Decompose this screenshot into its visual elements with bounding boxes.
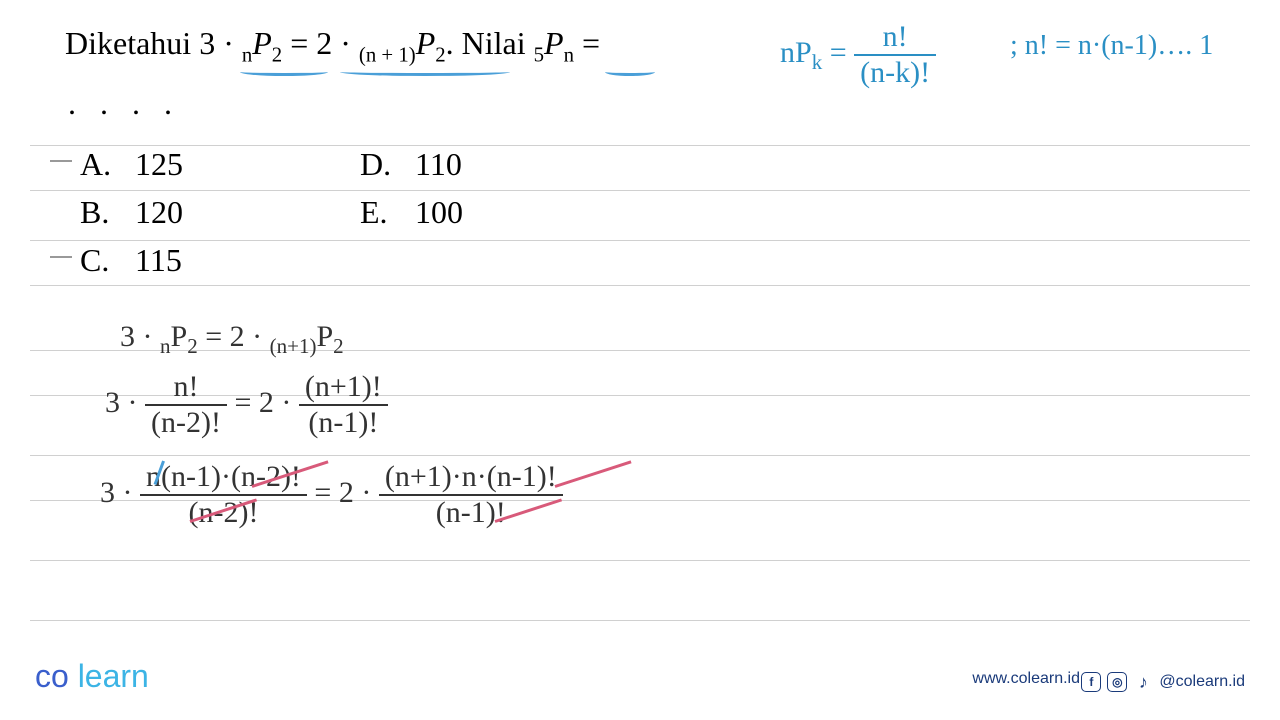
tiktok-icon: ♪ [1133,672,1153,692]
colearn-logo: co learn [35,658,149,695]
option-a: A.125 [80,140,183,188]
option-e: E.100 [360,188,463,236]
work-line-1: 3 · nP2 = 2 · (n+1)P2 [120,320,344,359]
options-column-1: A.125 B.120 C.115 [80,140,183,284]
option-b: B.120 [80,188,183,236]
underline-1 [240,68,328,76]
option-tick-a [50,160,72,162]
permutation-formula: nPk = n!(n-k)! [780,20,936,90]
underline-2 [340,68,510,76]
strike-3 [555,460,632,488]
option-tick-c [50,256,72,258]
ruled-background [0,0,1280,720]
options-column-2: D.110 E.100 [360,140,463,236]
instagram-icon: ◎ [1107,672,1127,692]
question-dots: . . . . [68,85,180,122]
underline-3 [605,68,655,76]
work-line-3: 3 · n(n-1)·(n-2)!(n-2)! = 2 · (n+1)·n·(n… [100,460,563,530]
option-d: D.110 [360,140,463,188]
factorial-note: ; n! = n·(n-1)…. 1 [1010,30,1213,62]
facebook-icon: f [1081,672,1101,692]
work-line-2: 3 · n!(n-2)! = 2 · (n+1)!(n-1)! [105,370,388,440]
website-url: www.colearn.id [972,670,1080,688]
question-text: Diketahui 3 · nP2 = 2 · (n + 1)P2. Nilai… [65,25,600,67]
social-handles: f ◎ ♪ @colearn.id [1081,672,1245,692]
option-c: C.115 [80,236,183,284]
